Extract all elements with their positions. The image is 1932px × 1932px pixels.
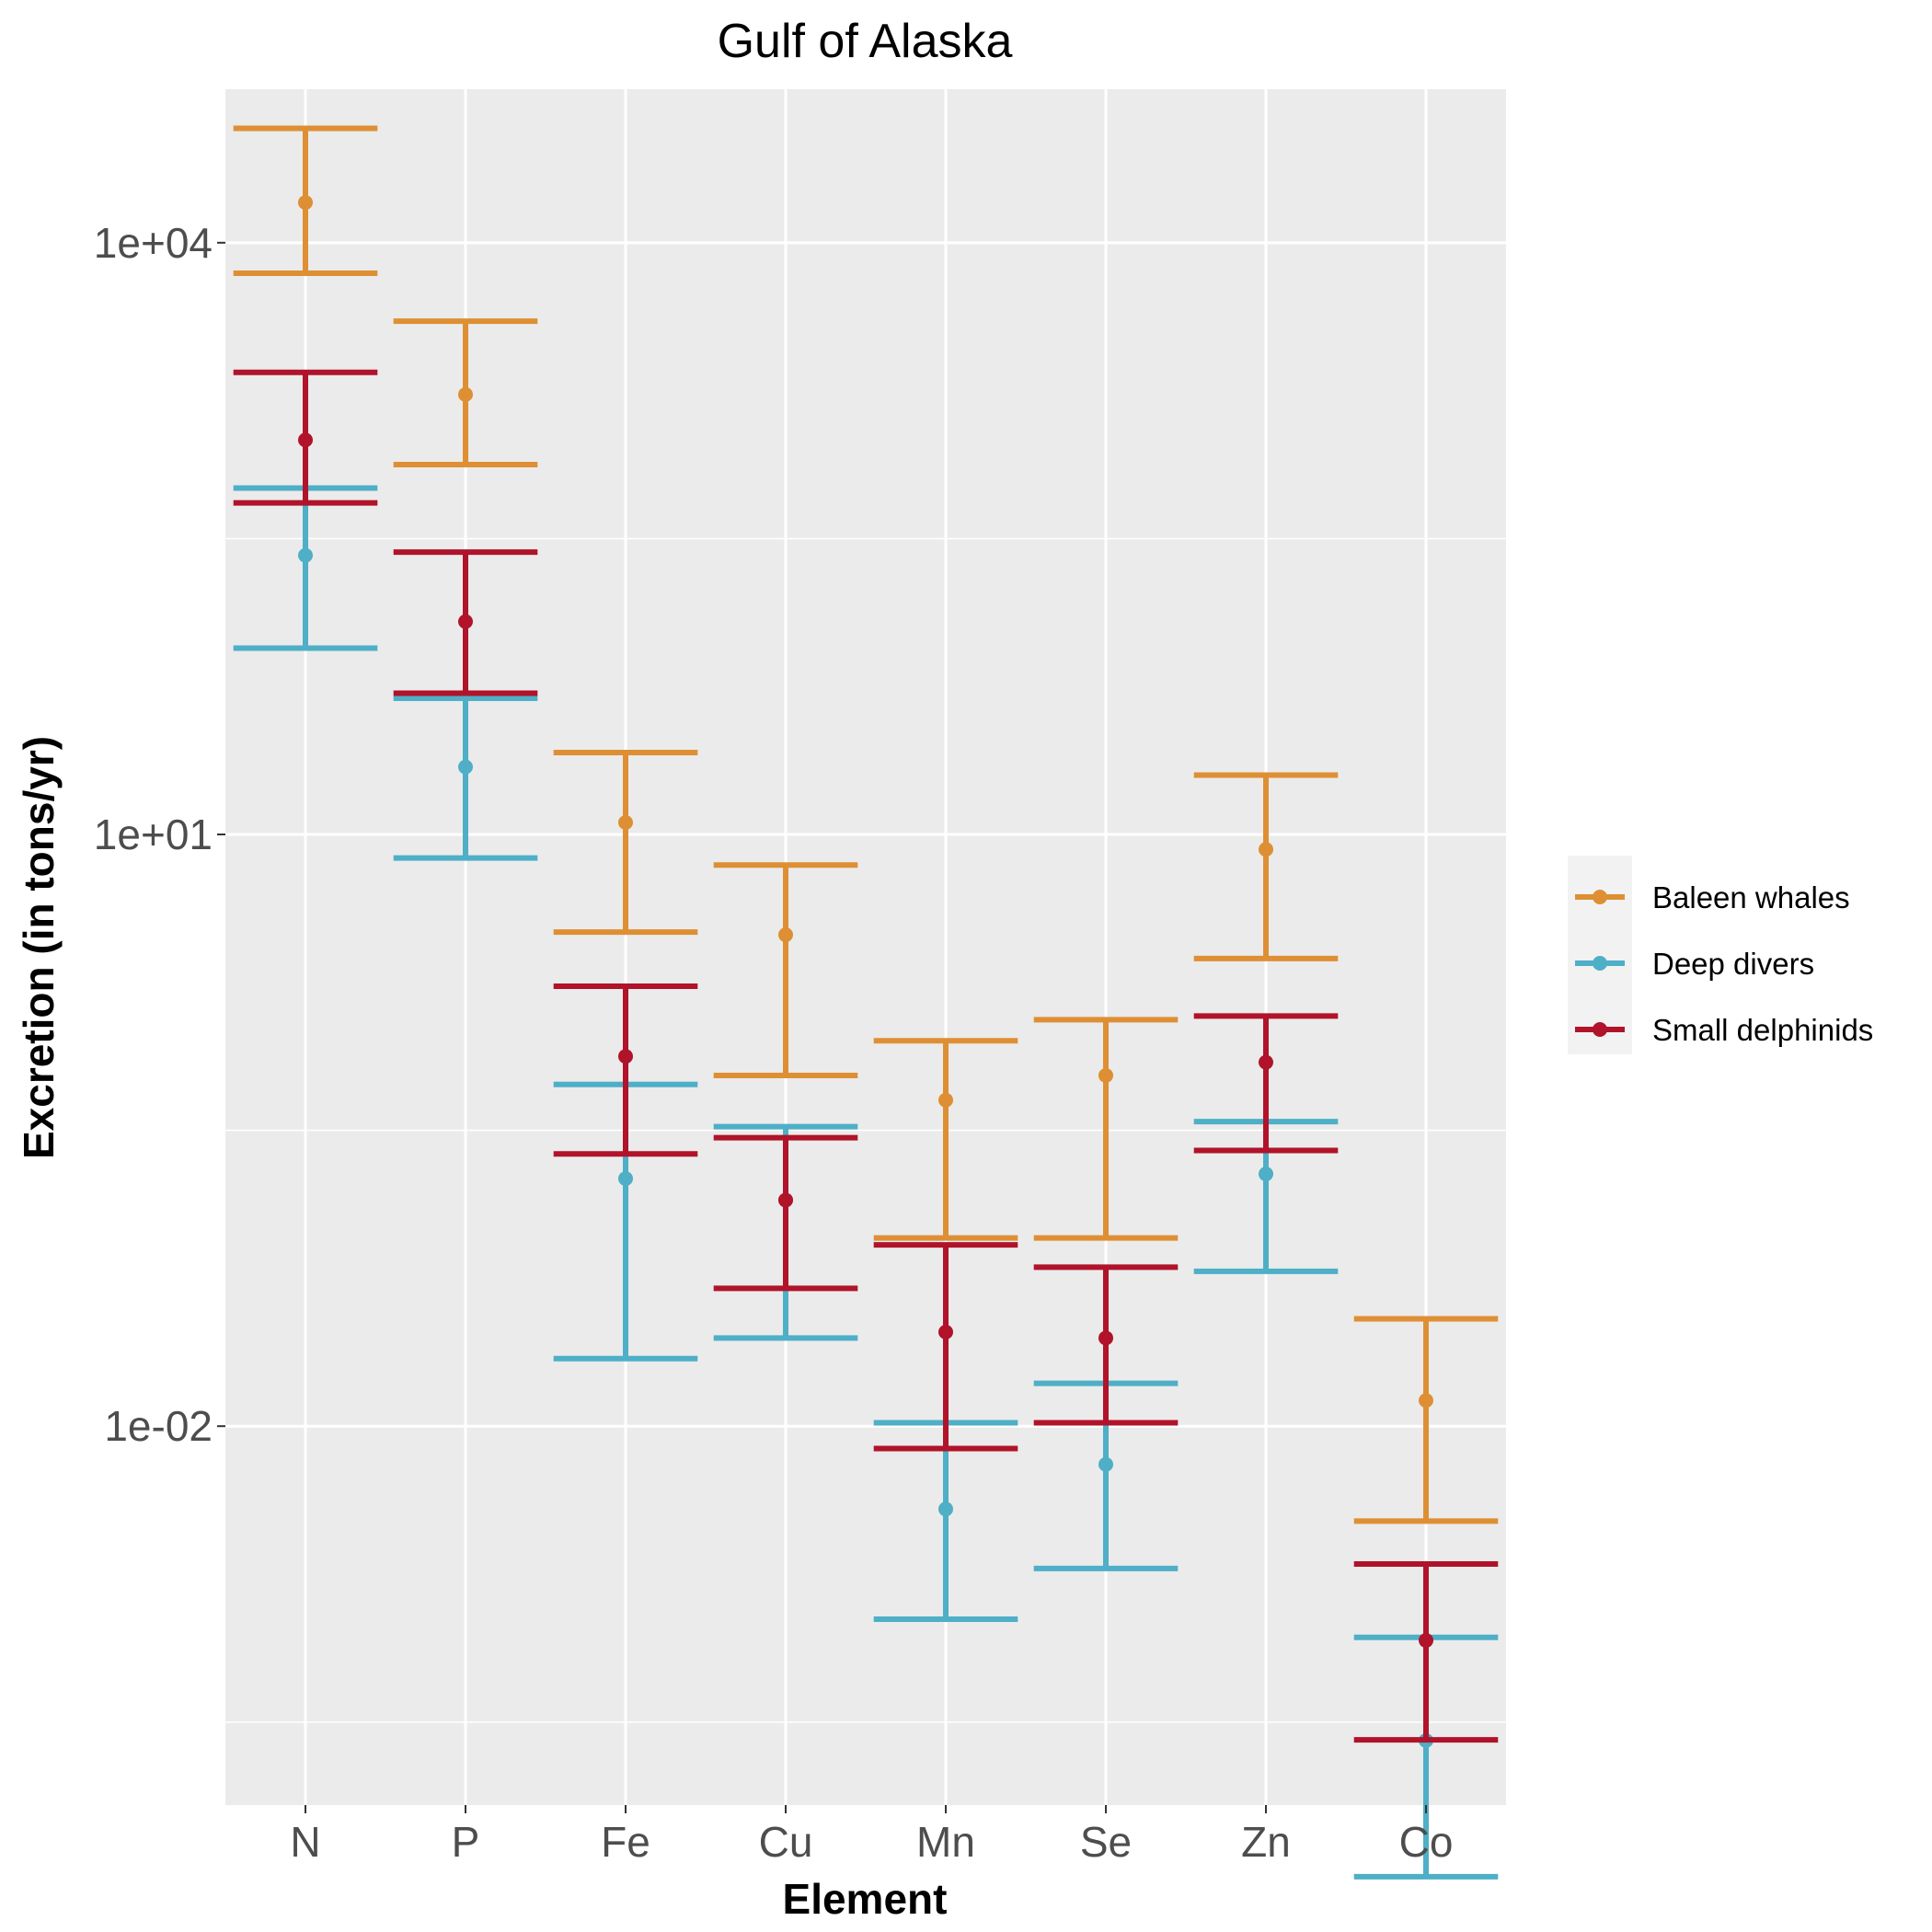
data-point [458,386,473,402]
data-point [938,1501,953,1517]
chart-title: Gulf of Alaska [718,15,1013,68]
legend-key-point [1593,890,1607,904]
data-point [938,1092,953,1108]
legend-key-point [1593,1022,1607,1037]
data-point [618,814,633,830]
data-point [1419,1393,1433,1409]
series-layer [233,125,1499,1880]
y-tick-label: 1e+04 [94,219,213,267]
x-tick-label: Mn [916,1818,975,1866]
legend-key-point [1593,956,1607,971]
legend-label: Deep divers [1652,947,1814,981]
x-tick-label: Se [1080,1818,1132,1866]
x-tick-label: Fe [601,1818,650,1866]
data-point [298,432,313,448]
data-point [298,195,313,211]
x-tick-label: P [452,1818,480,1866]
data-point [778,927,793,943]
x-tick-label: Co [1399,1818,1454,1866]
data-point [618,1049,633,1064]
legend-label: Small delphinids [1652,1013,1873,1047]
legend-background [1568,856,1632,1054]
data-point [938,1324,953,1340]
x-axis-title: Element [783,1875,948,1923]
x-axis: N P Fe Cu Mn Se Zn Co [290,1805,1453,1866]
data-point [1259,842,1273,857]
data-point [458,614,473,629]
data-point [778,1192,793,1208]
legend-label: Baleen whales [1652,880,1850,914]
legend: Baleen whales Deep divers Small delphinids [1568,856,1873,1054]
x-tick-label: Cu [759,1818,813,1866]
data-point [298,547,313,563]
plot-panel [225,89,1506,1805]
x-tick-label: N [290,1818,320,1866]
series-small-delphinids [233,369,1499,1743]
data-point [1098,1067,1113,1083]
data-point [1098,1456,1113,1472]
data-point [1259,1167,1273,1182]
y-tick-label: 1e+01 [94,811,213,858]
data-point [458,759,473,775]
data-point [618,1171,633,1187]
data-point [1419,1633,1433,1649]
y-axis-title: Excretion (in tons/yr) [15,736,63,1159]
x-tick-label: Zn [1241,1818,1291,1866]
y-axis: 1e-02 1e+01 1e+04 [94,219,225,1450]
data-point [1259,1054,1273,1070]
y-tick-label: 1e-02 [104,1402,213,1450]
data-point [1098,1330,1113,1346]
series-baleen-whales [233,125,1499,1524]
